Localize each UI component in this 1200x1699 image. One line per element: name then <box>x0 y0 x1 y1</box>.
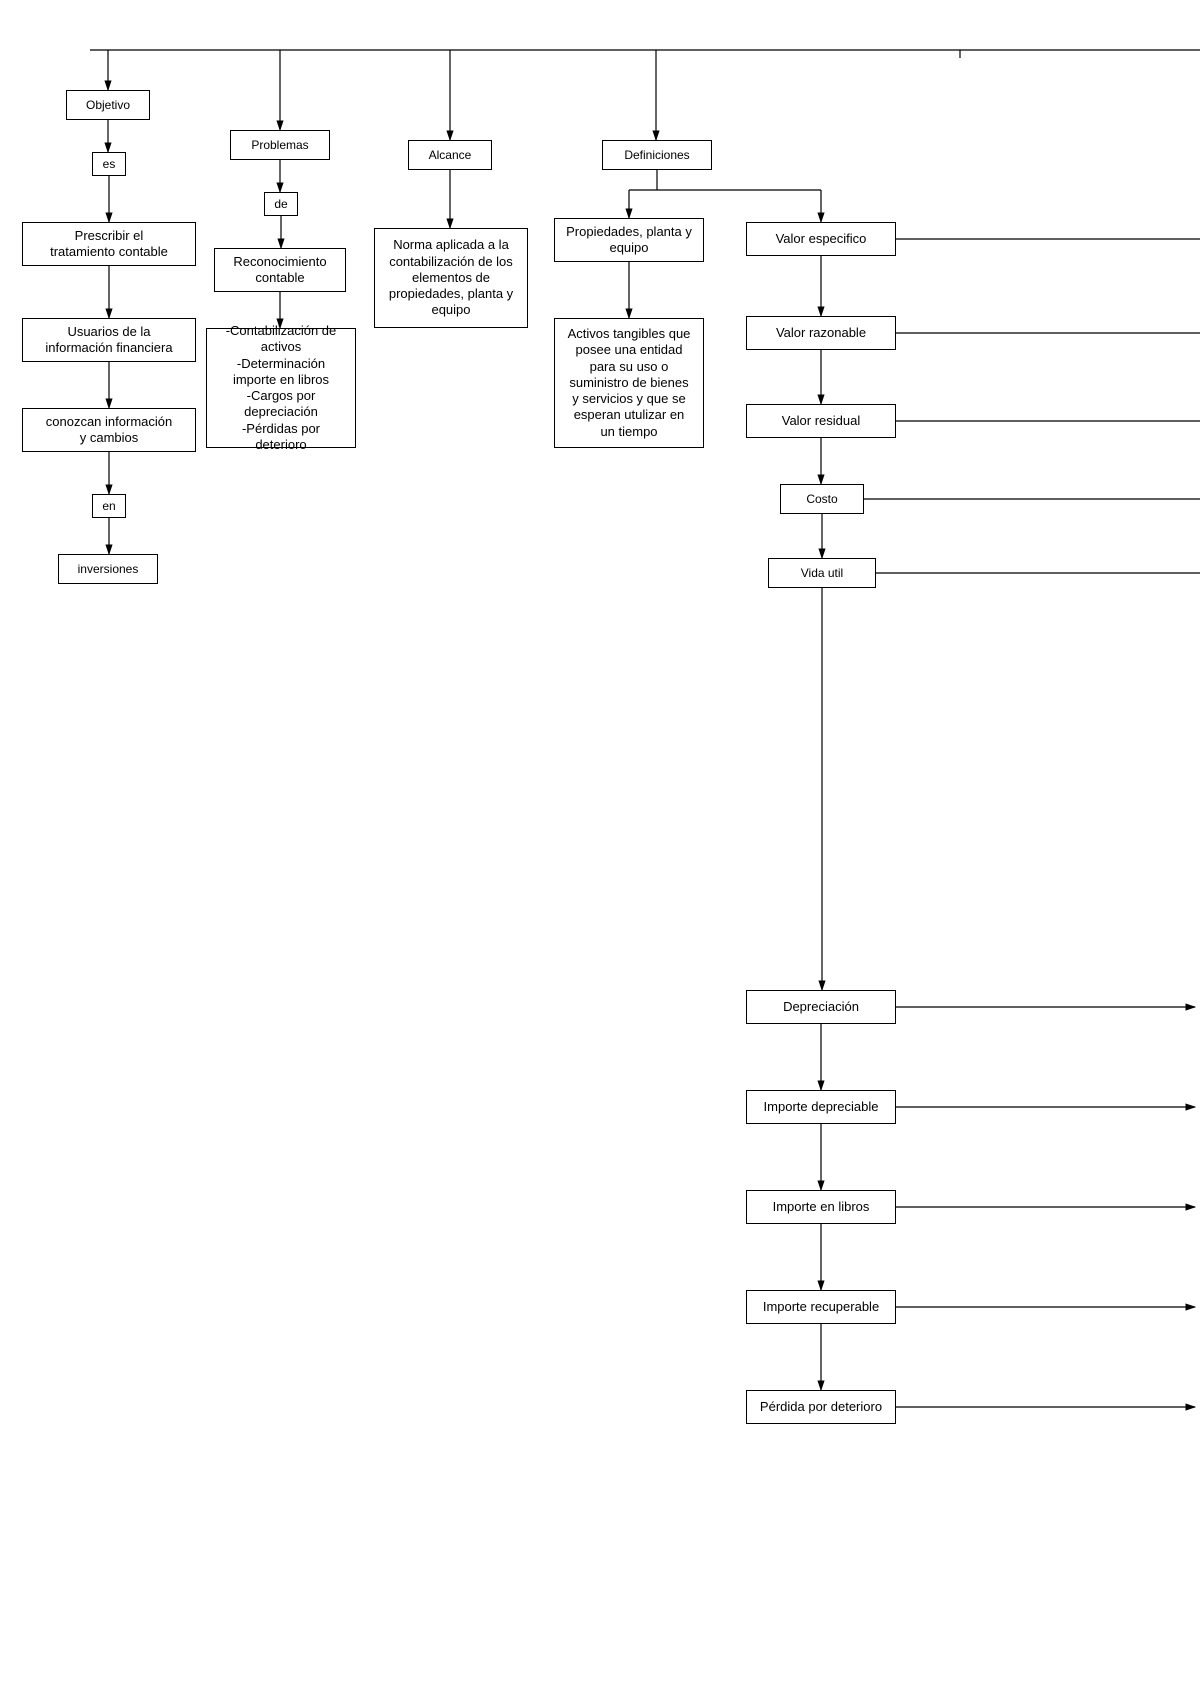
node-importe_depreciable: Importe depreciable <box>746 1090 896 1124</box>
node-label: Pérdida por deterioro <box>760 1399 882 1415</box>
node-label: conozcan información y cambios <box>46 414 172 447</box>
node-perdida_deterioro: Pérdida por deterioro <box>746 1390 896 1424</box>
node-importe_libros: Importe en libros <box>746 1190 896 1224</box>
node-alcance_txt: Norma aplicada a la contabilización de l… <box>374 228 528 328</box>
node-conozcan: conozcan información y cambios <box>22 408 196 452</box>
node-prescribir: Prescribir el tratamiento contable <box>22 222 196 266</box>
node-usuarios: Usuarios de la información financiera <box>22 318 196 362</box>
node-label: Valor razonable <box>776 325 866 341</box>
node-label: Depreciación <box>783 999 859 1015</box>
node-importe_recuperable: Importe recuperable <box>746 1290 896 1324</box>
node-alcance: Alcance <box>408 140 492 170</box>
node-label: Norma aplicada a la contabilización de l… <box>389 237 513 318</box>
node-reconocimiento: Reconocimiento contable <box>214 248 346 292</box>
node-problemas: Problemas <box>230 130 330 160</box>
node-label: Prescribir el tratamiento contable <box>50 228 168 261</box>
node-valor_especifico: Valor especifico <box>746 222 896 256</box>
node-label: es <box>103 157 116 172</box>
node-ppe_txt: Activos tangibles que posee una entidad … <box>554 318 704 448</box>
node-label: en <box>102 499 115 514</box>
node-label: Valor residual <box>782 413 861 429</box>
node-en: en <box>92 494 126 518</box>
node-label: Problemas <box>251 138 308 153</box>
node-label: Propiedades, planta y equipo <box>566 224 692 257</box>
node-label: -Contabilización de activos -Determinaci… <box>226 323 337 453</box>
node-label: Importe en libros <box>773 1199 870 1215</box>
node-valor_residual: Valor residual <box>746 404 896 438</box>
node-label: de <box>274 197 287 212</box>
node-costo: Costo <box>780 484 864 514</box>
node-es: es <box>92 152 126 176</box>
node-label: Valor especifico <box>776 231 867 247</box>
node-label: Costo <box>806 492 837 507</box>
node-label: Definiciones <box>624 148 689 163</box>
node-objetivo: Objetivo <box>66 90 150 120</box>
node-definiciones: Definiciones <box>602 140 712 170</box>
node-vida_util: Vida util <box>768 558 876 588</box>
node-reco_lista: -Contabilización de activos -Determinaci… <box>206 328 356 448</box>
node-label: Objetivo <box>86 98 130 113</box>
node-valor_razonable: Valor razonable <box>746 316 896 350</box>
node-label: Usuarios de la información financiera <box>45 324 172 357</box>
node-de: de <box>264 192 298 216</box>
node-ppe: Propiedades, planta y equipo <box>554 218 704 262</box>
node-inversiones: inversiones <box>58 554 158 584</box>
node-depreciacion: Depreciación <box>746 990 896 1024</box>
node-label: Importe depreciable <box>764 1099 879 1115</box>
node-label: Alcance <box>429 148 472 163</box>
node-label: inversiones <box>78 562 139 577</box>
flowchart-canvas: Objetivo es Prescribir el tratamiento cont… <box>0 0 1200 1699</box>
node-label: Importe recuperable <box>763 1299 879 1315</box>
node-label: Activos tangibles que posee una entidad … <box>568 326 691 440</box>
node-label: Vida util <box>801 566 843 581</box>
node-label: Reconocimiento contable <box>233 254 326 287</box>
